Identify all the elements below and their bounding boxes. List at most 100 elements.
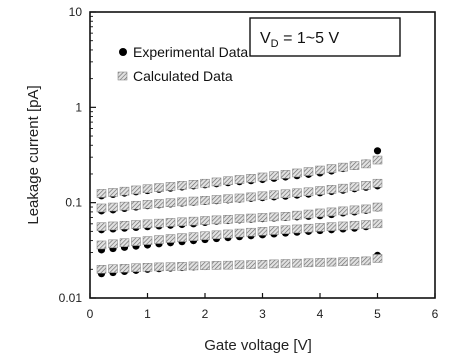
calculated-point bbox=[142, 184, 153, 193]
calculated-point bbox=[326, 164, 337, 173]
calculated-point bbox=[338, 206, 348, 216]
condition-annotation: VD = 1~5 V bbox=[249, 17, 401, 57]
y-axis-ticks: 0.01 0.1 1 10 bbox=[59, 5, 96, 305]
calculated-point bbox=[177, 233, 187, 242]
calculated-point bbox=[211, 177, 222, 187]
calculated-point bbox=[315, 186, 325, 195]
calculated-point bbox=[372, 219, 383, 229]
calculated-point bbox=[361, 181, 371, 190]
calculated-point bbox=[303, 187, 314, 197]
calculated-point bbox=[200, 261, 210, 270]
calculated-point bbox=[326, 207, 337, 217]
calculated-point bbox=[234, 214, 245, 223]
calculated-point bbox=[349, 161, 360, 170]
calculated-point bbox=[246, 227, 256, 237]
x-axis-title: Gate voltage [V] bbox=[204, 337, 312, 354]
x-tick-label: 5 bbox=[374, 307, 381, 321]
calculated-point bbox=[142, 219, 153, 229]
calculated-point bbox=[154, 235, 164, 244]
experimental-point bbox=[373, 147, 382, 155]
x-tick-label: 2 bbox=[202, 307, 209, 321]
calculated-point bbox=[338, 162, 348, 172]
calculated-point bbox=[211, 215, 222, 225]
calculated-point bbox=[96, 240, 107, 250]
calculated-point bbox=[177, 197, 187, 207]
calculated-point bbox=[96, 222, 107, 231]
calculated-point bbox=[280, 212, 291, 221]
calculated-point bbox=[131, 237, 141, 246]
calculated-point bbox=[96, 203, 107, 213]
calculated-point bbox=[211, 261, 222, 270]
calculated-point bbox=[246, 260, 256, 269]
calculated-point bbox=[119, 201, 130, 211]
calculated-point bbox=[165, 182, 176, 191]
calculated-point bbox=[349, 220, 360, 230]
calculated-point bbox=[234, 260, 245, 270]
calculated-point bbox=[361, 204, 371, 214]
y-tick-label: 10 bbox=[69, 5, 83, 19]
calculated-point bbox=[223, 214, 233, 224]
calculated-point bbox=[280, 189, 291, 199]
calculated-point bbox=[326, 257, 337, 267]
x-tick-label: 0 bbox=[87, 307, 94, 321]
y-tick-label: 1 bbox=[75, 100, 82, 114]
calculated-point bbox=[246, 192, 256, 202]
calculated-point bbox=[188, 180, 199, 189]
calculated-point bbox=[200, 216, 210, 225]
calculated-point bbox=[119, 186, 130, 196]
calculated-point bbox=[223, 260, 233, 270]
calculated-point bbox=[108, 221, 118, 231]
calculated-point bbox=[326, 185, 337, 194]
calculated-point bbox=[154, 262, 164, 272]
calculated-point bbox=[165, 262, 176, 271]
x-tick-label: 3 bbox=[259, 307, 266, 321]
calculated-point bbox=[188, 216, 199, 226]
calculated-point bbox=[315, 223, 325, 232]
calculated-point bbox=[223, 229, 233, 239]
calculated-point bbox=[269, 190, 279, 200]
calculated-point bbox=[96, 189, 107, 198]
data-points bbox=[96, 147, 383, 278]
calculated-point bbox=[177, 181, 187, 190]
calculated-point bbox=[280, 225, 291, 234]
calculated-point bbox=[142, 236, 153, 245]
calculated-point bbox=[142, 200, 153, 209]
calculated-point bbox=[292, 188, 302, 198]
calculated-point bbox=[361, 220, 371, 229]
legend-marker-experimental bbox=[119, 48, 127, 56]
calculated-point bbox=[246, 174, 256, 183]
calculated-point bbox=[349, 182, 360, 191]
calculated-point bbox=[234, 193, 245, 203]
calculated-point bbox=[257, 213, 268, 222]
calculated-point bbox=[257, 191, 268, 201]
calculated-point bbox=[292, 168, 302, 178]
y-tick-label: 0.01 bbox=[59, 291, 83, 305]
calculated-point bbox=[211, 195, 222, 204]
calculated-point bbox=[315, 165, 325, 175]
calculated-point bbox=[280, 170, 291, 179]
calculated-point bbox=[188, 196, 199, 206]
calculated-point bbox=[108, 264, 118, 273]
calculated-point bbox=[108, 188, 118, 197]
calculated-point bbox=[108, 239, 118, 249]
calculated-point bbox=[269, 171, 279, 180]
calculated-point bbox=[142, 263, 153, 272]
calculated-point bbox=[338, 183, 348, 193]
calculated-point bbox=[154, 183, 164, 192]
x-tick-label: 6 bbox=[432, 307, 439, 321]
calculated-point bbox=[165, 198, 176, 207]
calculated-point bbox=[165, 218, 176, 227]
calculated-point bbox=[372, 254, 383, 263]
calculated-point bbox=[200, 231, 210, 240]
condition-box bbox=[249, 17, 401, 57]
calculated-point bbox=[200, 196, 210, 205]
calculated-point bbox=[372, 202, 383, 212]
calculated-point bbox=[119, 264, 130, 273]
calculated-point bbox=[119, 238, 130, 247]
calculated-point bbox=[315, 208, 325, 218]
calculated-point bbox=[131, 263, 141, 272]
calculated-point bbox=[200, 178, 210, 188]
legend-label-experimental: Experimental Data bbox=[133, 44, 248, 60]
calculated-point bbox=[188, 261, 199, 271]
